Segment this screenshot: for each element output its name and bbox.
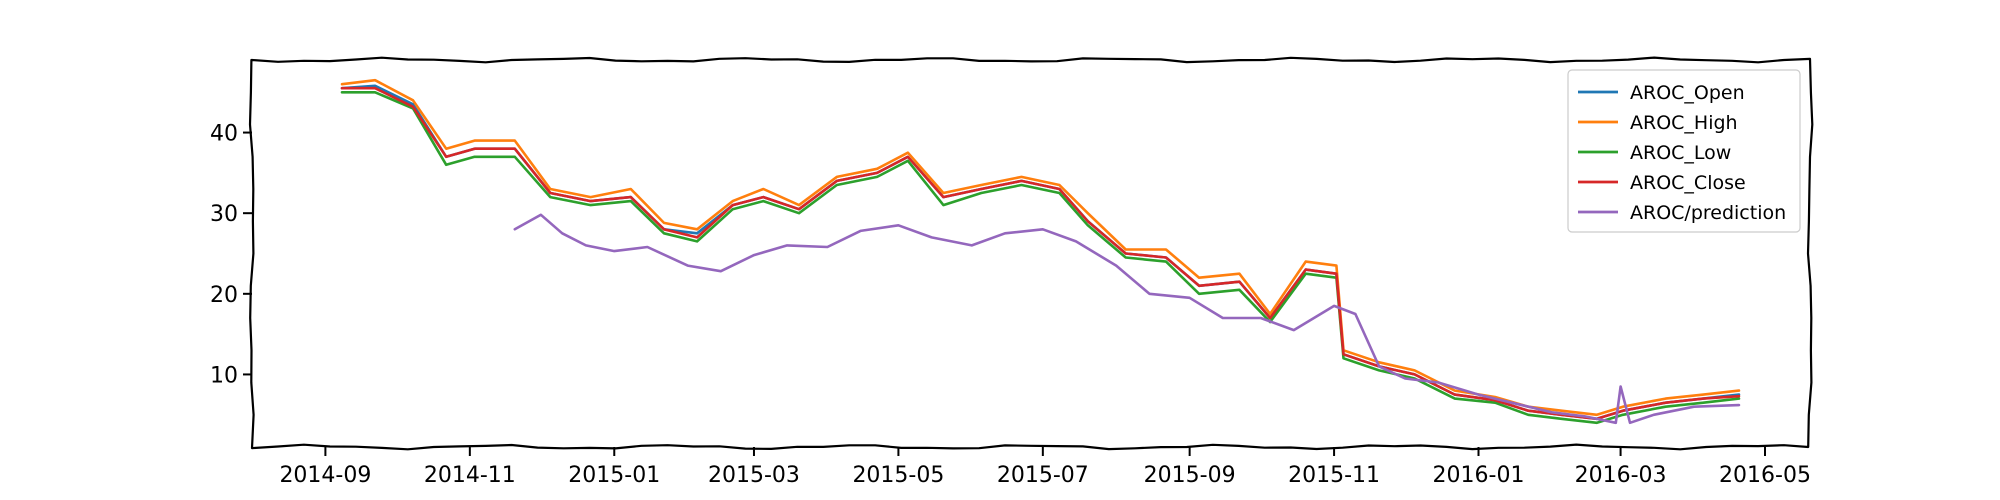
y-tick-label: 10 <box>210 363 238 388</box>
x-tick-label: 2015-05 <box>852 463 944 488</box>
legend-label: AROC_High <box>1630 112 1738 134</box>
legend-label: AROC_Low <box>1630 142 1731 164</box>
series-line-aroc-prediction <box>513 213 1741 425</box>
x-tick-label: 2016-01 <box>1433 463 1525 488</box>
legend-label: AROC_Close <box>1630 172 1746 194</box>
x-tick-label: 2014-09 <box>279 463 371 488</box>
series-line-aroc-low <box>340 91 1741 425</box>
y-tick-label: 30 <box>210 202 238 227</box>
x-tick-label: 2015-03 <box>708 463 800 488</box>
x-axis: 2014-09 2014-11 2015-01 2015-03 2015-05 2015-… <box>279 447 1811 488</box>
series-layer <box>340 78 1741 425</box>
y-tick-label: 40 <box>210 122 238 147</box>
legend-label: AROC_Open <box>1630 82 1745 104</box>
plot-frame <box>248 56 1814 451</box>
legend-label: AROC/prediction <box>1630 202 1786 224</box>
x-tick-label: 2016-03 <box>1575 463 1667 488</box>
y-axis: 10 20 30 40 <box>210 122 252 388</box>
x-tick-label: 2015-07 <box>997 463 1089 488</box>
legend-frame <box>1567 69 1801 233</box>
x-tick-label: 2016-05 <box>1719 463 1811 488</box>
x-tick-label: 2015-09 <box>1144 463 1236 488</box>
x-tick-label: 2015-11 <box>1288 463 1380 488</box>
series-line-aroc-close <box>340 86 1741 421</box>
x-tick-label: 2014-11 <box>424 463 516 488</box>
legend: AROC_Open AROC_High AROC_Low AROC_Close AROC… <box>1567 69 1801 233</box>
y-tick-label: 20 <box>210 283 238 308</box>
x-tick-label: 2015-01 <box>568 463 660 488</box>
